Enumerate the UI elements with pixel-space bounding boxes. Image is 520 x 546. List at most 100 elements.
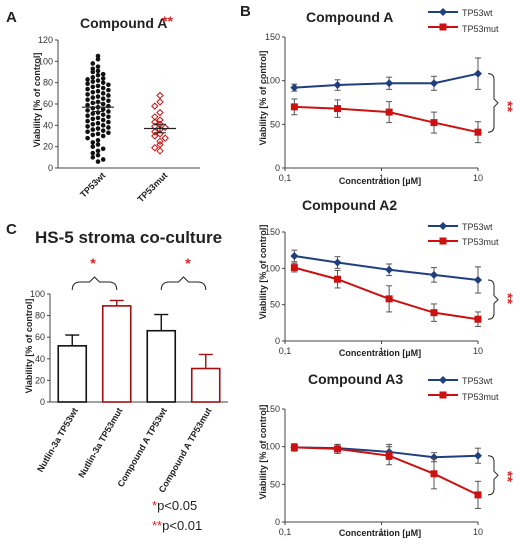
- line-chart-xtick-label: 1: [379, 527, 384, 537]
- panel-a-point-tp53wt: [106, 82, 111, 88]
- panel-c-bar: [57, 345, 88, 403]
- line-chart-ytick-label: 150: [265, 32, 280, 42]
- panel-a-point-tp53wt: [90, 75, 96, 80]
- panel-c-bar: [101, 305, 132, 403]
- line-chart-legend-marker: [439, 23, 447, 31]
- panel-a-dot-plot: Compound A ** Viability [% of control] 0…: [32, 13, 200, 204]
- panel-c-significance-1: *: [90, 255, 96, 271]
- panel-a-point-tp53wt: [95, 152, 101, 158]
- line-chart-xtick-label: 10: [473, 346, 483, 356]
- line-chart-point-tp53wt: [333, 258, 342, 267]
- line-chart-xtick-label: 0,1: [279, 346, 292, 356]
- panel-a-point-tp53mut: [151, 102, 159, 110]
- line-chart-ytick-label: 50: [270, 479, 280, 489]
- panel-a-point-tp53wt: [95, 148, 101, 154]
- panel-label-a: A: [6, 9, 17, 26]
- panel-a-point-tp53wt: [90, 111, 96, 116]
- panel-b2-legend-mut: TP53mut: [462, 237, 499, 247]
- panel-a-point-tp53wt: [90, 79, 96, 84]
- panel-a-point-tp53wt: [95, 142, 101, 147]
- line-chart-xtick-label: 1: [379, 173, 384, 183]
- panel-c-ytick-label: 0: [40, 397, 45, 407]
- panel-a-point-tp53mut: [151, 118, 159, 126]
- line-chart-point-tp53mut: [474, 128, 482, 136]
- panel-a-point-tp53wt: [106, 125, 111, 130]
- panel-a-point-tp53mut: [151, 132, 159, 140]
- panel-a-point-tp53mut: [161, 134, 169, 142]
- panel-c-category-label: Compound A TP53wt: [115, 406, 169, 489]
- panel-b3-legend-wt: TP53wt: [462, 376, 493, 386]
- panel-b-compound-a-chart: Compound A Viability [% of control] Conc…: [258, 8, 516, 186]
- panel-a-point-tp53wt: [100, 157, 106, 162]
- line-chart-legend-marker: [439, 222, 447, 230]
- panel-a-point-tp53wt: [100, 123, 106, 128]
- panel-a-point-tp53mut: [156, 91, 164, 100]
- line-chart-point-tp53mut: [430, 119, 438, 127]
- panel-a-point-tp53wt: [100, 80, 106, 85]
- panel-label-c: C: [6, 221, 17, 238]
- footnote-p005: *p<0.05: [152, 498, 197, 513]
- panel-b-compound-a3-chart: Compound A3 Viability [% of control] Con…: [258, 371, 516, 538]
- panel-a-point-tp53wt: [85, 86, 90, 92]
- panel-c-title: HS-5 stroma co-culture: [35, 228, 222, 247]
- panel-b2-legend-wt: TP53wt: [462, 222, 493, 232]
- panel-a-point-tp53wt: [100, 85, 106, 91]
- line-chart-xtick-label: 10: [473, 173, 483, 183]
- panel-a-point-tp53mut: [156, 147, 164, 155]
- panel-c-bar: [190, 367, 221, 403]
- panel-a-category-label: TP53mut: [135, 170, 169, 204]
- panel-a-point-tp53wt: [100, 128, 106, 133]
- line-chart-ytick-label: 50: [270, 119, 280, 129]
- panel-a-ytick-label: 40: [43, 120, 53, 130]
- line-chart-point-tp53mut: [290, 264, 298, 272]
- line-chart-significance-bracket: [487, 73, 499, 133]
- panel-a-point-tp53wt: [90, 150, 96, 156]
- panel-a-point-tp53wt: [95, 131, 101, 137]
- panel-b1-legend-wt: TP53wt: [462, 8, 493, 18]
- panel-a-point-tp53wt: [95, 56, 101, 62]
- panel-b2-xlabel: Concentration [µM]: [339, 348, 421, 358]
- panel-b1-ylabel: Viability [% of control]: [258, 51, 268, 146]
- panel-a-point-tp53wt: [85, 124, 90, 129]
- panel-a-point-tp53wt: [90, 144, 96, 149]
- line-chart-point-tp53wt: [430, 79, 439, 88]
- line-chart-point-tp53wt: [474, 451, 482, 460]
- panel-a-point-tp53wt: [100, 96, 106, 101]
- line-chart-ytick-label: 100: [265, 76, 280, 86]
- panel-a-point-tp53wt: [90, 89, 96, 95]
- panel-a-point-tp53wt: [90, 132, 96, 138]
- panel-a-point-tp53wt: [106, 114, 111, 120]
- panel-a-point-tp53wt: [85, 108, 90, 113]
- line-chart-legend-marker: [439, 8, 447, 16]
- panel-a-point-tp53wt: [85, 97, 90, 103]
- panel-a-point-tp53wt: [90, 140, 96, 145]
- panel-a-point-tp53wt: [100, 101, 106, 107]
- panel-a-point-tp53wt: [95, 64, 101, 69]
- panel-a-ytick-label: 120: [38, 35, 53, 45]
- line-chart-point-tp53wt: [333, 81, 342, 90]
- panel-a-point-tp53wt: [85, 129, 90, 135]
- panel-a-ytick-label: 100: [38, 56, 53, 66]
- panel-a-point-tp53wt: [106, 109, 111, 114]
- line-chart-point-tp53mut: [334, 105, 342, 113]
- panel-a-ytick-label: 80: [43, 78, 53, 88]
- panel-b1-legend-mut: TP53mut: [462, 24, 499, 34]
- panel-c-ytick-label: 60: [35, 332, 45, 342]
- panel-a-point-tp53wt: [90, 116, 96, 122]
- panel-c-ylabel: Viability [% of control]: [24, 299, 34, 394]
- panel-a-point-tp53wt: [106, 98, 111, 104]
- panel-c-category-label: Compound A TP53mut: [157, 406, 214, 494]
- panel-a-point-tp53wt: [85, 92, 90, 97]
- line-chart-ytick-label: 0: [275, 517, 280, 527]
- panel-a-point-tp53wt: [95, 137, 101, 143]
- panel-a-point-tp53wt: [90, 155, 96, 160]
- panel-a-point-tp53wt: [90, 66, 96, 72]
- line-chart-point-tp53mut: [385, 452, 393, 460]
- panel-a-point-tp53wt: [106, 93, 111, 98]
- panel-a-point-tp53wt: [100, 71, 106, 77]
- panel-b2-ylabel: Viability [% of control]: [258, 225, 268, 320]
- panel-b2-significance: **: [500, 293, 516, 304]
- panel-c-category-label: Nutlin-3a TP53wt: [35, 406, 80, 474]
- line-chart-legend-marker: [439, 237, 447, 245]
- panel-label-b: B: [240, 3, 251, 20]
